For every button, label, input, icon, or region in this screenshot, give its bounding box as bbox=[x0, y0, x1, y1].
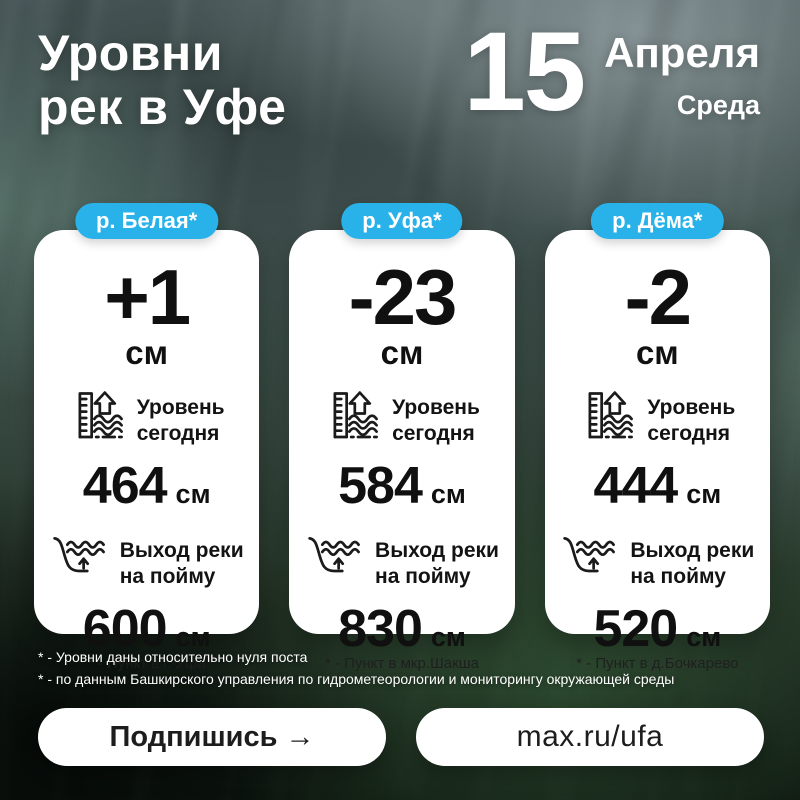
flood-value: 600 bbox=[82, 600, 168, 659]
level-metric: Уровень сегодня bbox=[324, 389, 480, 452]
channel-link-button[interactable]: max.ru/ufa bbox=[416, 708, 764, 766]
level-gauge-icon bbox=[579, 389, 637, 452]
delta-value: -2 bbox=[624, 253, 692, 341]
flood-value: 520 bbox=[593, 600, 678, 659]
delta-unit: см bbox=[125, 334, 169, 372]
river-badge: р. Уфа* bbox=[341, 203, 463, 239]
page-title-line2: рек в Уфе bbox=[38, 79, 287, 135]
flood-value-row: 830 см bbox=[338, 600, 466, 659]
delta-value: -23 bbox=[348, 253, 458, 341]
level-value-row: 464 см bbox=[82, 457, 211, 516]
level-value-row: 584 см bbox=[338, 457, 466, 516]
flood-metric: Выход реки на пойму bbox=[305, 532, 499, 595]
footnote-line1: * - Уровни даны относительно нуля поста bbox=[38, 649, 308, 665]
level-value-row: 444 см bbox=[593, 457, 722, 516]
river-card-dyoma: р. Дёма* -2 см Уровень bbox=[544, 203, 770, 672]
footnotes: * - Уровни даны относительно нуля поста … bbox=[38, 646, 674, 691]
level-value: 444 bbox=[593, 457, 678, 516]
flood-value-row: 600 см bbox=[82, 600, 211, 659]
footnote-line2: * - по данным Башкирского управления по … bbox=[38, 671, 675, 688]
date-day: 15 bbox=[463, 9, 587, 134]
flood-label: Выход реки на пойму bbox=[375, 538, 499, 588]
flood-value: 830 bbox=[338, 600, 423, 659]
level-label: Уровень сегодня bbox=[136, 395, 225, 445]
footer-buttons: Подпишись → max.ru/ufa bbox=[38, 708, 764, 766]
level-gauge-icon bbox=[69, 389, 127, 452]
river-card-belaya: р. Белая* +1 см Уровень bbox=[34, 203, 260, 672]
level-gauge-icon bbox=[324, 389, 382, 452]
flood-label: Выход реки на пойму bbox=[119, 538, 244, 588]
card-footnote: * - Пункт в мкр.Шакша bbox=[324, 655, 480, 673]
river-cards: р. Белая* +1 см Уровень bbox=[34, 203, 770, 672]
level-label: Уровень сегодня bbox=[392, 395, 480, 445]
level-metric: Уровень сегодня bbox=[579, 389, 735, 452]
river-badge: р. Дёма* bbox=[591, 203, 724, 239]
date-col: Апреля Среда bbox=[604, 26, 760, 121]
level-value: 584 bbox=[338, 457, 423, 516]
river-card-ufa: р. Уфа* -23 см Уровень bbox=[289, 203, 515, 672]
flood-metric: Выход реки на пойму bbox=[50, 532, 244, 595]
page-title: Уровни рек в Уфе bbox=[38, 26, 286, 134]
floodplain-icon bbox=[50, 532, 110, 595]
flood-metric: Выход реки на пойму bbox=[560, 532, 754, 595]
delta-value: +1 bbox=[104, 253, 191, 341]
delta-unit: см bbox=[635, 334, 679, 372]
level-label: Уровень сегодня bbox=[647, 395, 736, 445]
date-block: 15 Апреля Среда bbox=[463, 9, 760, 134]
flood-label: Выход реки на пойму bbox=[630, 538, 755, 588]
river-badge: р. Белая* bbox=[74, 203, 219, 239]
subscribe-button[interactable]: Подпишись → bbox=[38, 708, 386, 766]
card-footnote: * - Пункт в д.Бочкарево bbox=[576, 655, 739, 673]
card-footnote: * - Пункт в г. Уфа bbox=[87, 655, 206, 673]
page-title-line1: Уровни bbox=[38, 25, 223, 81]
header: Уровни рек в Уфе 15 Апреля Среда bbox=[38, 9, 760, 134]
level-value: 464 bbox=[82, 457, 168, 516]
date-month: Апреля bbox=[604, 29, 760, 76]
floodplain-icon bbox=[305, 532, 365, 595]
flood-value-row: 520 см bbox=[593, 600, 722, 659]
floodplain-icon bbox=[560, 532, 620, 595]
level-metric: Уровень сегодня bbox=[69, 389, 225, 452]
delta-unit: см bbox=[380, 334, 424, 372]
date-weekday: Среда bbox=[676, 90, 760, 120]
